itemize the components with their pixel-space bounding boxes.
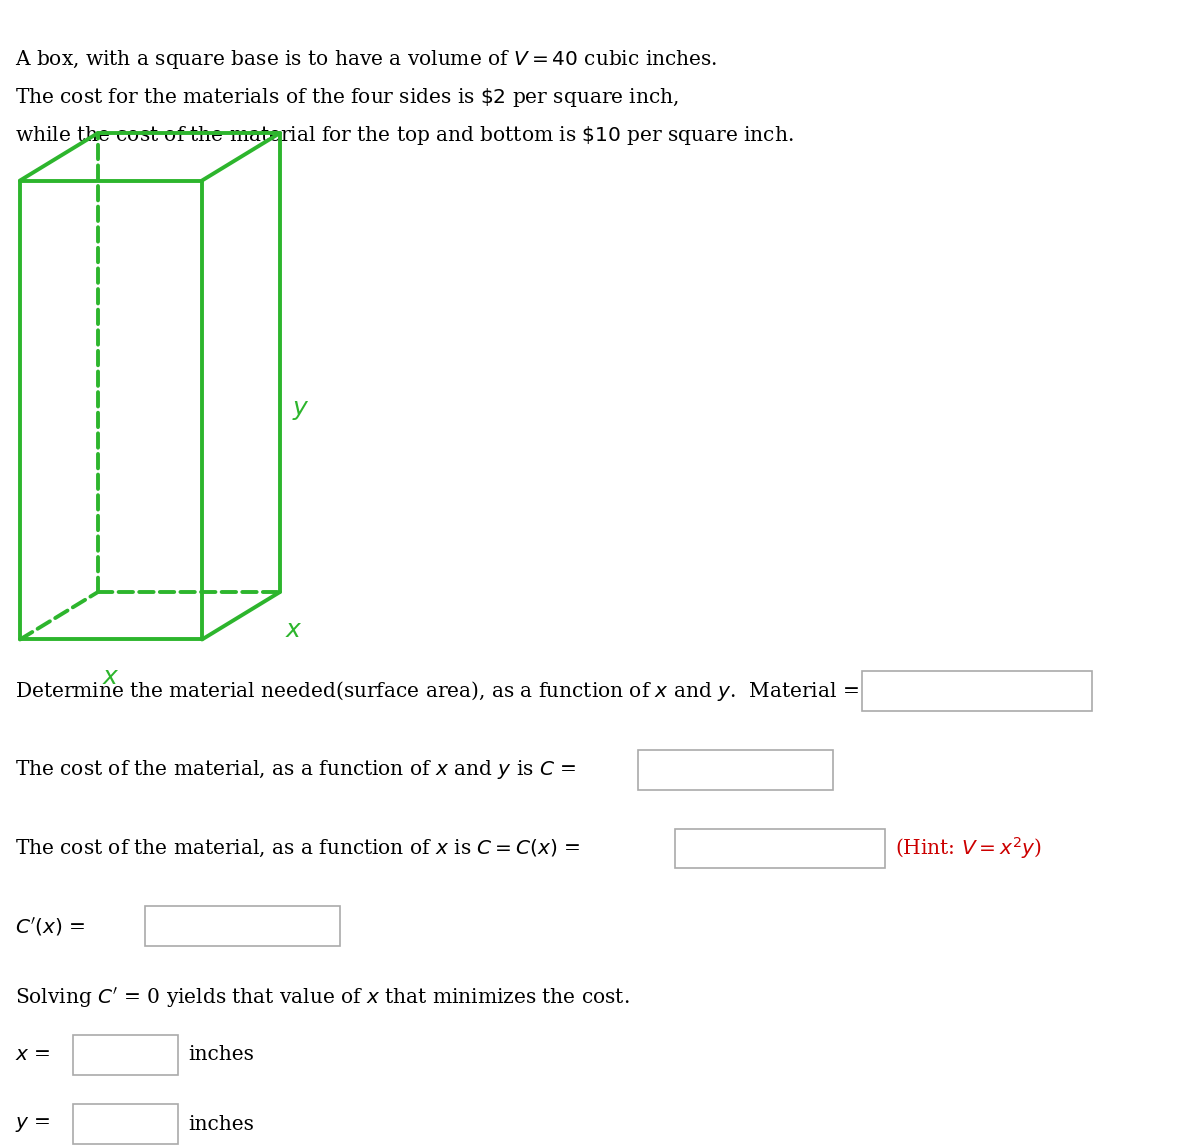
FancyBboxPatch shape — [145, 907, 340, 947]
FancyBboxPatch shape — [862, 671, 1092, 711]
FancyBboxPatch shape — [73, 1035, 178, 1075]
Text: $x$ =: $x$ = — [14, 1045, 53, 1064]
Text: A box, with a square base is to have a volume of $V = 40$ cubic inches.: A box, with a square base is to have a v… — [14, 47, 718, 71]
Text: The cost for the materials of the four sides is $\$2$ per square inch,: The cost for the materials of the four s… — [14, 86, 679, 109]
FancyBboxPatch shape — [638, 750, 833, 790]
Text: inches: inches — [188, 1114, 254, 1134]
Text: while the cost of the material for the top and bottom is $\$10$ per square inch.: while the cost of the material for the t… — [14, 124, 793, 147]
Text: $x$: $x$ — [102, 666, 120, 689]
Text: inches: inches — [188, 1045, 254, 1064]
Text: $x$: $x$ — [284, 618, 302, 641]
Text: $C'(x)$ =: $C'(x)$ = — [14, 915, 88, 938]
Text: Determine the material needed(surface area), as a function of $x$ and $y$.  Mate: Determine the material needed(surface ar… — [14, 679, 860, 703]
FancyBboxPatch shape — [674, 829, 886, 869]
Text: $y$: $y$ — [292, 398, 310, 421]
Text: (Hint: $V = x^2y$): (Hint: $V = x^2y$) — [895, 836, 1042, 861]
Text: Solving $C'$ = 0 yields that value of $x$ that minimizes the cost.: Solving $C'$ = 0 yields that value of $x… — [14, 986, 630, 1010]
Text: The cost of the material, as a function of $x$ and $y$ is $C$ =: The cost of the material, as a function … — [14, 758, 578, 781]
Text: The cost of the material, as a function of $x$ is $C = C(x)$ =: The cost of the material, as a function … — [14, 838, 582, 859]
FancyBboxPatch shape — [73, 1104, 178, 1144]
Text: $y$ =: $y$ = — [14, 1114, 53, 1134]
